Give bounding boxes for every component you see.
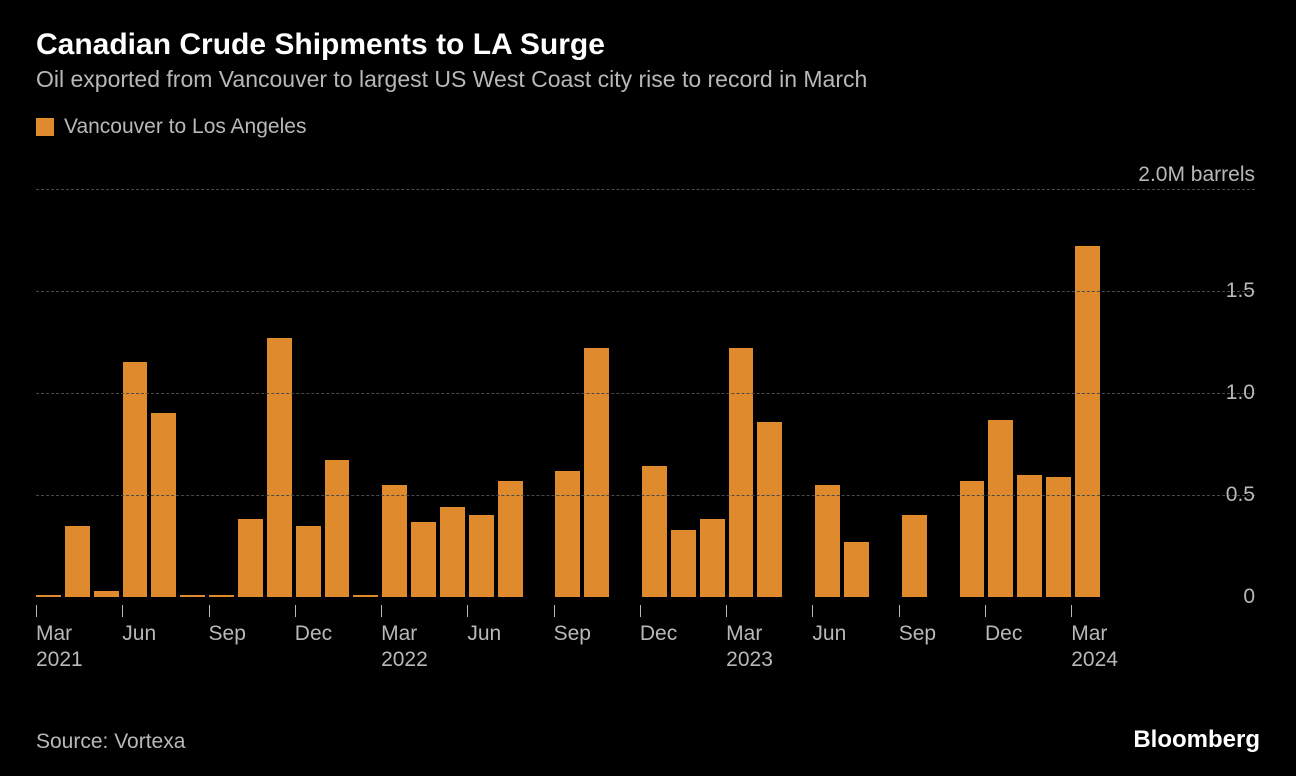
bar: [267, 338, 292, 597]
brand-text: Bloomberg: [1133, 726, 1260, 754]
bar: [902, 515, 927, 597]
x-tick-label: Dec: [640, 621, 677, 647]
x-tick-mark: [985, 605, 986, 617]
grid-line: [36, 189, 1255, 190]
x-tick-mark: [295, 605, 296, 617]
bar: [960, 481, 985, 597]
bar: [844, 542, 869, 597]
x-tick-label: Jun: [122, 621, 156, 647]
bar: [440, 507, 465, 597]
x-tick-mark: [381, 605, 382, 617]
y-tick-label: 1.0: [1105, 381, 1255, 405]
bar: [757, 422, 782, 597]
x-tick-mark: [122, 605, 123, 617]
x-tick-label: Sep: [899, 621, 936, 647]
bar: [498, 481, 523, 597]
bar: [94, 591, 119, 597]
bar: [584, 348, 609, 597]
bar: [238, 519, 263, 597]
x-tick-mark: [899, 605, 900, 617]
bar: [353, 595, 378, 597]
bar: [36, 595, 61, 597]
bar: [988, 420, 1013, 597]
grid-line: [36, 393, 1255, 394]
x-tick-label: Mar 2021: [36, 621, 83, 674]
chart-container: Canadian Crude Shipments to LA Surge Oil…: [0, 0, 1296, 776]
x-tick-mark: [812, 605, 813, 617]
x-tick-label: Dec: [295, 621, 332, 647]
bar: [729, 348, 754, 597]
bar: [325, 460, 350, 597]
bar: [1017, 475, 1042, 597]
bar: [209, 595, 234, 597]
grid-line: [36, 495, 1255, 496]
x-tick-label: Jun: [467, 621, 501, 647]
chart-subtitle: Oil exported from Vancouver to largest U…: [36, 66, 1260, 93]
legend-label: Vancouver to Los Angeles: [64, 115, 306, 139]
x-tick-label: Sep: [209, 621, 246, 647]
bar: [411, 522, 436, 597]
y-tick-label: 0.5: [1105, 483, 1255, 507]
grid-line: [36, 291, 1255, 292]
legend-swatch: [36, 118, 54, 136]
source-text: Source: Vortexa: [36, 730, 185, 754]
chart-title: Canadian Crude Shipments to LA Surge: [36, 28, 1260, 62]
bar: [642, 466, 667, 597]
bar: [65, 526, 90, 597]
bar: [180, 595, 205, 597]
x-tick-mark: [209, 605, 210, 617]
x-axis: Mar 2021 Jun Sep Dec Mar 2022 Jun Sep Dec Mar 20…: [36, 605, 1100, 675]
y-axis-title: 2.0M barrels: [1138, 163, 1255, 187]
bar: [555, 471, 580, 597]
x-tick-mark: [554, 605, 555, 617]
x-tick-label: Mar 2023: [726, 621, 773, 674]
y-tick-label: 0: [1105, 585, 1255, 609]
bar: [671, 530, 696, 597]
x-tick-mark: [640, 605, 641, 617]
chart-footer: Source: Vortexa Bloomberg: [36, 726, 1260, 754]
x-tick-label: Jun: [812, 621, 846, 647]
bar: [296, 526, 321, 597]
x-tick-mark: [467, 605, 468, 617]
x-tick-label: Mar 2022: [381, 621, 428, 674]
bar: [382, 485, 407, 597]
x-tick-mark: [36, 605, 37, 617]
bar: [469, 515, 494, 597]
x-tick-mark: [726, 605, 727, 617]
chart-plot-area: 2.0M barrels 00.51.01.5: [36, 167, 1100, 597]
bar: [815, 485, 840, 597]
x-tick-mark: [1071, 605, 1072, 617]
x-tick-label: Sep: [554, 621, 591, 647]
bar: [700, 519, 725, 597]
legend: Vancouver to Los Angeles: [36, 115, 1260, 139]
y-tick-label: 1.5: [1105, 279, 1255, 303]
bar: [151, 413, 176, 597]
bar: [1075, 246, 1100, 597]
bar: [123, 362, 148, 597]
x-tick-label: Dec: [985, 621, 1022, 647]
x-tick-label: Mar 2024: [1071, 621, 1118, 674]
